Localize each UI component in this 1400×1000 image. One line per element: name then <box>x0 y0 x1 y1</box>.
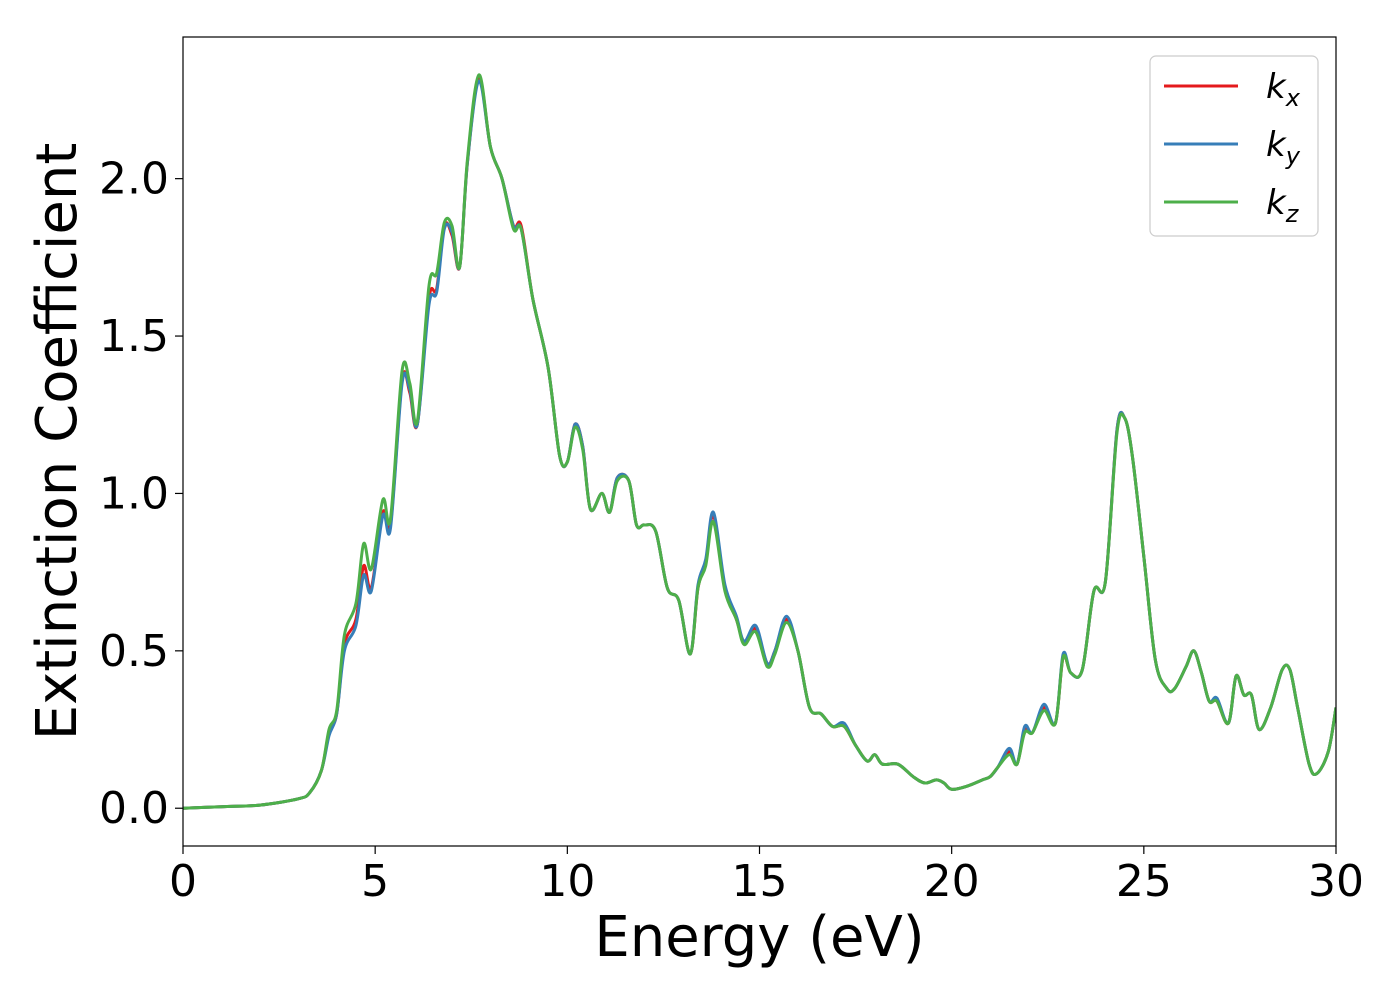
x-axis-label: Energy (eV) <box>594 905 924 970</box>
x-tick-label: 25 <box>1116 856 1172 907</box>
y-tick-label: 0.0 <box>99 783 169 834</box>
series-line-kz <box>183 73 1336 810</box>
x-tick-label: 0 <box>169 856 197 907</box>
y-tick-label: 0.5 <box>99 626 169 677</box>
y-tick-label: 1.0 <box>99 468 169 519</box>
legend-box <box>1149 55 1319 237</box>
y-axis: 0.0 0.5 1.0 1.5 2.0 <box>99 154 183 834</box>
y-tick-label: 2.0 <box>99 154 169 205</box>
x-tick-label: 15 <box>732 856 788 907</box>
x-tick-label: 5 <box>361 856 389 907</box>
plot-lines <box>183 73 1336 810</box>
x-axis: 0 5 10 15 20 25 30 <box>169 846 1364 907</box>
x-tick-label: 10 <box>539 856 595 907</box>
legend-entry-kx: kx <box>1266 67 1301 112</box>
legend-entry-ky: ky <box>1266 125 1301 170</box>
y-axis-label: Extinction Coefficient <box>25 143 90 741</box>
x-tick-label: 30 <box>1308 856 1364 907</box>
legend: kx ky kz <box>1149 55 1319 237</box>
x-tick-label: 20 <box>924 856 980 907</box>
y-tick-label: 1.5 <box>99 311 169 362</box>
legend-entry-kz: kz <box>1266 183 1300 228</box>
